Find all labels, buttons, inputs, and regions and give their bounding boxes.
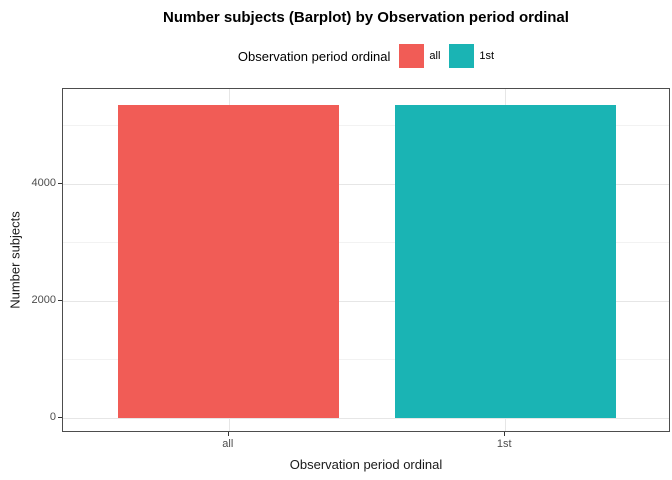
bar-all <box>118 104 340 418</box>
gridline-minor <box>63 125 669 127</box>
gridline-minor <box>63 242 669 244</box>
legend-items: all 1st <box>399 44 494 68</box>
y-tick-label: 0 <box>49 410 56 423</box>
y-tick-label: 2000 <box>31 293 56 306</box>
y-tick-label: 4000 <box>31 176 56 189</box>
legend-item: 1st <box>449 44 494 68</box>
gridline-major <box>63 417 669 419</box>
gridline-minor <box>63 359 669 361</box>
legend-key-swatch <box>449 44 475 68</box>
legend-title: Observation period ordinal <box>237 48 391 64</box>
legend-item-label: 1st <box>479 50 495 62</box>
legend: Observation period ordinal all 1st <box>62 43 670 69</box>
y-tick-mark <box>58 182 62 184</box>
gridline-major <box>63 300 669 302</box>
x-tick-mark <box>227 432 229 436</box>
x-axis-title: Observation period ordinal <box>289 457 443 472</box>
x-tick-label: 1st <box>496 438 512 450</box>
legend-item-label: all <box>429 50 441 62</box>
y-tick-mark <box>58 299 62 301</box>
legend-item: all <box>399 44 440 68</box>
bar-1st <box>394 104 616 418</box>
y-tick-mark <box>58 416 62 418</box>
x-tick-mark <box>504 432 506 436</box>
x-tick-label: all <box>222 438 234 450</box>
gridline-major <box>63 183 669 185</box>
plot-title: Number subjects (Barplot) by Observation… <box>163 9 569 26</box>
legend-key-swatch <box>399 44 425 68</box>
plot-panel <box>62 88 670 432</box>
